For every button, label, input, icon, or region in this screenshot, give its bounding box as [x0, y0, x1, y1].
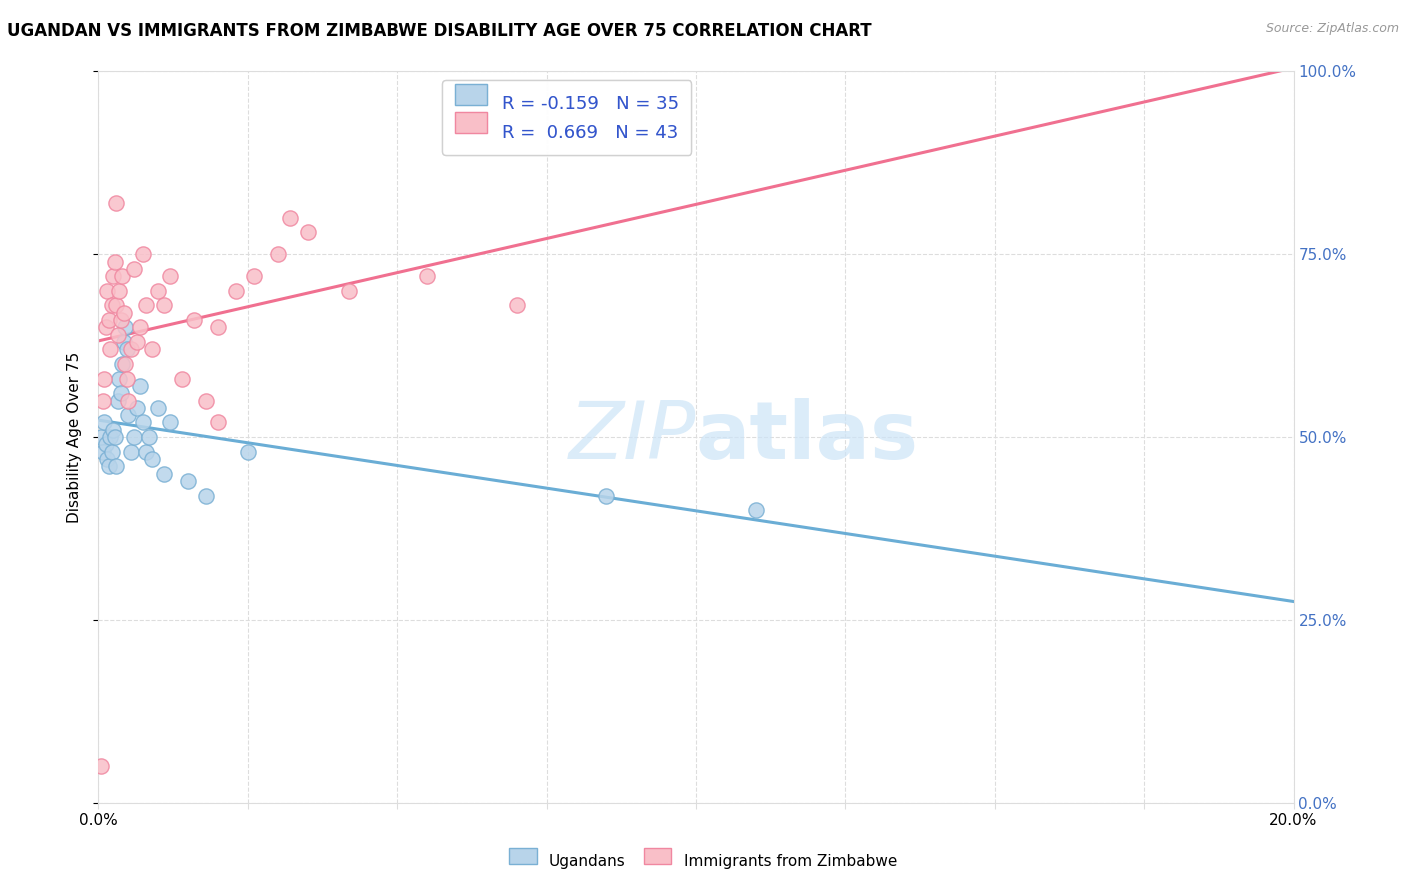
Point	[115, 371, 138, 385]
Point	[104, 430, 127, 444]
Point	[127, 334, 149, 349]
Point	[90, 759, 112, 773]
Point	[159, 416, 181, 430]
Point	[236, 444, 259, 458]
Point	[207, 320, 229, 334]
Point	[120, 444, 142, 458]
Point	[91, 393, 114, 408]
Point	[107, 327, 129, 342]
Point	[124, 261, 146, 276]
Text: atlas: atlas	[696, 398, 920, 476]
Text: ZIP: ZIP	[568, 398, 696, 476]
Point	[225, 284, 247, 298]
Point	[297, 225, 319, 239]
Point	[100, 430, 122, 444]
Point	[120, 343, 142, 357]
Point	[153, 298, 176, 312]
Point	[132, 247, 155, 261]
Text: UGANDAN VS IMMIGRANTS FROM ZIMBABWE DISABILITY AGE OVER 75 CORRELATION CHART: UGANDAN VS IMMIGRANTS FROM ZIMBABWE DISA…	[7, 22, 872, 40]
Point	[100, 298, 122, 312]
Text: Source: ZipAtlas.com: Source: ZipAtlas.com	[1265, 22, 1399, 36]
Legend: R = -0.159   N = 35, R =  0.669   N = 43: R = -0.159 N = 35, R = 0.669 N = 43	[441, 80, 692, 154]
Point	[96, 452, 118, 467]
Point	[127, 401, 149, 415]
Point	[100, 343, 122, 357]
Point	[103, 423, 125, 437]
Point	[278, 211, 301, 225]
Point	[416, 269, 439, 284]
Point	[183, 313, 205, 327]
Point	[112, 334, 135, 349]
Point	[114, 320, 136, 334]
Point	[745, 503, 768, 517]
Point	[172, 371, 194, 385]
Point	[90, 430, 112, 444]
Point	[94, 437, 117, 451]
Point	[110, 313, 132, 327]
Point	[138, 430, 160, 444]
Point	[98, 313, 121, 327]
Y-axis label: Disability Age Over 75: Disability Age Over 75	[67, 351, 83, 523]
Point	[159, 269, 181, 284]
Point	[112, 306, 135, 320]
Point	[153, 467, 176, 481]
Point	[177, 474, 200, 488]
Legend: Ugandans, Immigrants from Zimbabwe: Ugandans, Immigrants from Zimbabwe	[503, 847, 903, 875]
Point	[96, 284, 118, 298]
Point	[100, 444, 122, 458]
Point	[135, 298, 157, 312]
Point	[117, 408, 139, 422]
Point	[243, 269, 266, 284]
Point	[129, 379, 152, 393]
Point	[105, 196, 128, 211]
Point	[108, 284, 131, 298]
Point	[111, 357, 134, 371]
Point	[105, 459, 128, 474]
Point	[111, 269, 134, 284]
Point	[107, 393, 129, 408]
Point	[115, 343, 138, 357]
Point	[91, 444, 114, 458]
Point	[93, 416, 115, 430]
Point	[105, 298, 128, 312]
Point	[124, 430, 146, 444]
Point	[195, 393, 218, 408]
Point	[103, 269, 125, 284]
Point	[110, 386, 132, 401]
Point	[108, 371, 131, 385]
Point	[595, 489, 617, 503]
Point	[506, 298, 529, 312]
Point	[114, 357, 136, 371]
Point	[135, 444, 157, 458]
Point	[94, 320, 117, 334]
Point	[117, 393, 139, 408]
Point	[141, 343, 163, 357]
Point	[129, 320, 152, 334]
Point	[267, 247, 290, 261]
Point	[104, 254, 127, 268]
Point	[148, 284, 170, 298]
Point	[98, 459, 121, 474]
Point	[132, 416, 155, 430]
Point	[93, 371, 115, 385]
Point	[148, 401, 170, 415]
Point	[339, 284, 360, 298]
Point	[207, 416, 229, 430]
Point	[141, 452, 163, 467]
Point	[195, 489, 218, 503]
